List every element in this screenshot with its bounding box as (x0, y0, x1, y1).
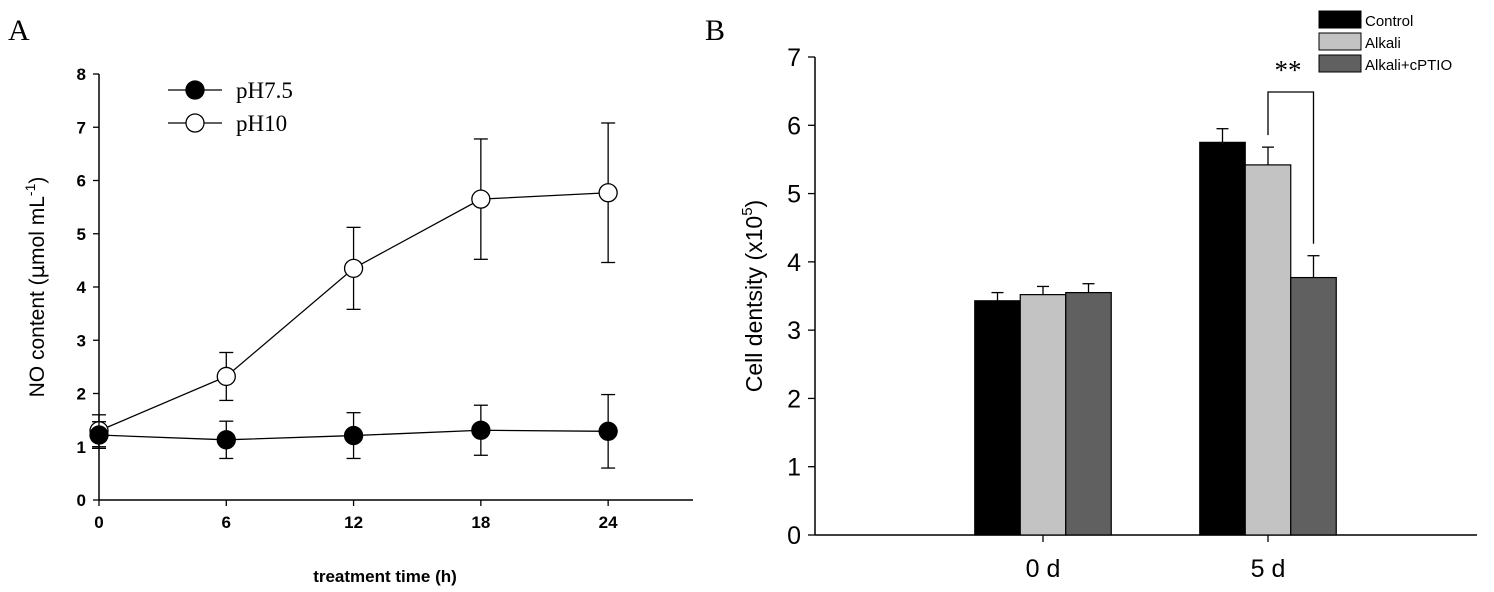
bar-control-0-d (974, 300, 1021, 536)
x-tick-label: 18 (471, 513, 490, 532)
legend-label-ph7-5: pH7.5 (236, 78, 293, 103)
y-tick-label: 1 (77, 438, 86, 457)
series-ph10 (89, 122, 618, 448)
panel-a-y-ticks: 0 1 2 3 4 5 6 7 8 (77, 65, 99, 510)
x-tick-label: 0 (94, 513, 103, 532)
y-tick-label: 7 (787, 44, 801, 72)
panel-b-y-title-suffix: ) (741, 200, 767, 208)
legend-swatch-alkali-cptio (1318, 54, 1362, 73)
y-tick-label: 6 (787, 112, 801, 140)
data-point-ph10 (598, 183, 618, 203)
data-point-ph7-5 (471, 420, 491, 440)
data-point-ph7-5 (216, 430, 236, 450)
panel-a-y-title-suffix: ) (26, 177, 49, 184)
significance-stars: ** (1275, 55, 1302, 85)
bar-control-5-d (1199, 141, 1246, 536)
legend-label-alkali-cptio: Alkali+cPTIO (1365, 57, 1452, 74)
panel-a-legend: pH7.5 pH10 (168, 78, 293, 136)
panel-b-label: B (705, 14, 725, 47)
panel-a-y-title-unit: mol mL (26, 196, 49, 265)
legend-item-alkali-cptio: Alkali+cPTIO (1318, 54, 1452, 74)
legend-label-ph10: pH10 (236, 111, 287, 136)
panel-b-y-title-superscript: 5 (739, 207, 756, 215)
legend-swatch-alkali (1318, 32, 1362, 51)
bar-alkali-5-d (1244, 164, 1292, 536)
data-point-ph7-5 (89, 425, 109, 445)
bar-group-alkali-cptio-0-d (1065, 283, 1112, 536)
data-point-ph10 (471, 189, 491, 209)
legend-item-ph7-5: pH7.5 (168, 78, 293, 103)
series-ph7-5 (89, 393, 618, 469)
panel-b-x-ticks: 0 d 5 d (1026, 535, 1286, 583)
y-tick-label: 1 (787, 454, 801, 482)
data-point-ph7-5 (343, 425, 364, 446)
bar-group-alkali-5-d (1244, 146, 1292, 536)
data-point-ph10 (216, 366, 236, 387)
bar-group-alkali-0-d (1019, 285, 1067, 536)
panel-b-y-axis-title: Cell dentsity (x105) (739, 200, 767, 392)
panel-a-y-axis-title: NO content (µmol mL-1) (22, 177, 49, 398)
panel-b-y-ticks: 0 1 2 3 4 5 6 7 (787, 44, 815, 550)
y-tick-label: 0 (77, 491, 86, 510)
panel-a-y-title-superscript: -1 (22, 183, 38, 196)
y-tick-label: 4 (77, 278, 87, 297)
panel-a-label: A (8, 14, 30, 47)
y-tick-label: 8 (77, 65, 86, 84)
y-tick-label: 6 (77, 172, 86, 191)
panel-a-series (89, 122, 618, 469)
y-tick-label: 2 (787, 385, 801, 413)
y-tick-label: 5 (77, 225, 86, 244)
bar-alkali-cptio-5-d (1290, 276, 1337, 536)
category-label-0-d: 0 d (1026, 555, 1061, 583)
legend-marker-filled (185, 80, 205, 100)
bar-group-alkali-cptio-5-d (1290, 255, 1337, 536)
legend-item-ph10: pH10 (168, 111, 287, 136)
panel-a-x-axis-title: treatment time (h) (313, 567, 457, 586)
y-tick-label: 3 (77, 331, 86, 350)
significance-bracket (1267, 91, 1315, 244)
x-tick-label: 12 (344, 513, 363, 532)
bar-group-control-5-d (1199, 128, 1246, 536)
bar-alkali-0-d (1019, 294, 1067, 536)
data-point-ph10 (343, 258, 364, 279)
panel-b-y-title-prefix: Cell dentsity (x10 (741, 216, 767, 392)
bar-alkali-cptio-0-d (1065, 291, 1112, 536)
panel-a-y-title-mu: µ (25, 265, 49, 278)
legend-label-control: Control (1365, 13, 1413, 30)
y-tick-label: 7 (77, 118, 86, 137)
bar-group-control-0-d (974, 291, 1021, 536)
legend-swatch-control (1318, 10, 1362, 29)
panel-b-bars (974, 128, 1337, 536)
y-tick-label: 5 (787, 181, 801, 209)
x-tick-label: 24 (599, 513, 618, 532)
legend-label-alkali: Alkali (1365, 35, 1401, 52)
y-tick-label: 0 (787, 522, 801, 550)
panel-a-x-ticks: 0 6 12 18 24 (94, 500, 618, 532)
y-tick-label: 3 (787, 317, 801, 345)
y-tick-label: 4 (787, 249, 801, 277)
y-tick-label: 2 (77, 385, 86, 404)
legend-item-control: Control (1318, 10, 1413, 30)
panel-b-legend: Control Alkali Alkali+cPTIO (1318, 10, 1452, 74)
panel-a-y-title-prefix: NO content ( (26, 278, 49, 397)
x-tick-label: 6 (222, 513, 231, 532)
legend-item-alkali: Alkali (1318, 32, 1401, 52)
data-point-ph7-5 (598, 421, 618, 441)
category-label-5-d: 5 d (1251, 555, 1286, 583)
significance-annotation: ** (1267, 55, 1315, 244)
legend-marker-open (185, 113, 205, 133)
